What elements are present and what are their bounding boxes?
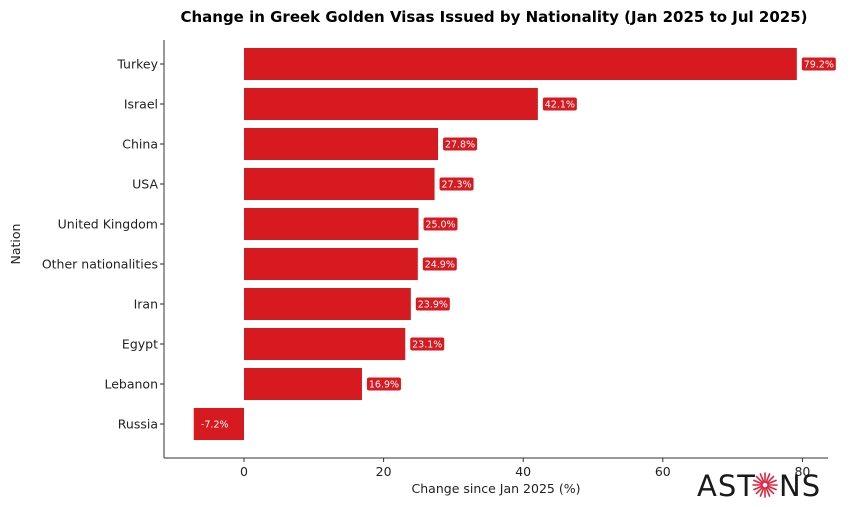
value-label: 42.1% xyxy=(545,100,575,111)
value-label-bg xyxy=(366,377,401,391)
bar-united-kingdom xyxy=(244,208,419,240)
bar-israel xyxy=(244,88,538,120)
y-tick-label: Israel xyxy=(124,97,158,112)
value-label: 16.9% xyxy=(369,380,399,391)
logo-star-ray xyxy=(759,473,765,484)
value-label: 27.3% xyxy=(441,180,471,191)
bar-usa xyxy=(244,168,435,200)
logo-star-ray xyxy=(755,486,764,495)
logo-star-ray xyxy=(766,475,775,484)
value-label: 27.8% xyxy=(445,140,475,151)
value-label-bg xyxy=(801,57,836,71)
value-label: 23.9% xyxy=(418,300,448,311)
value-label-bg xyxy=(542,97,577,111)
y-axis-label: Nation xyxy=(8,224,23,265)
x-tick-label: 60 xyxy=(655,464,671,479)
value-label-bg xyxy=(439,177,474,191)
value-label: 79.2% xyxy=(804,60,834,71)
value-label-bg xyxy=(197,417,232,431)
chart-title: Change in Greek Golden Visas Issued by N… xyxy=(180,8,807,26)
bar-turkey xyxy=(244,48,797,80)
value-label: 25.0% xyxy=(425,220,455,231)
value-label: -7.2% xyxy=(201,420,229,431)
brand-logo: AST NS xyxy=(697,469,821,503)
value-label-bg xyxy=(415,297,450,311)
y-tick-label: Iran xyxy=(134,297,158,312)
logo-star-ray xyxy=(753,485,764,491)
y-tick-label: Russia xyxy=(118,417,158,432)
value-label-bg xyxy=(410,337,445,351)
x-ticks: 0 20 40 60 80 xyxy=(240,458,810,479)
bar-iran xyxy=(244,288,411,320)
logo-text-left: AST xyxy=(697,469,756,503)
x-tick-label: 80 xyxy=(794,464,810,479)
logo-star-ray xyxy=(765,486,771,497)
y-tick-label: Turkey xyxy=(116,57,158,72)
logo-star-ray xyxy=(765,473,771,484)
value-label: 23.1% xyxy=(412,340,442,351)
y-tick-label: Egypt xyxy=(122,337,158,352)
value-label: 24.9% xyxy=(425,260,455,271)
logo-star-ray xyxy=(759,486,765,497)
x-axis-label: Change since Jan 2025 (%) xyxy=(412,481,581,496)
y-tick-label: Other nationalities xyxy=(42,257,158,272)
y-tick-label: USA xyxy=(132,177,158,192)
logo-star-ray xyxy=(766,479,777,485)
bar-lebanon xyxy=(244,368,362,400)
value-label-bg xyxy=(423,217,458,231)
y-tick-label: China xyxy=(122,137,158,152)
value-label-bg xyxy=(422,257,457,271)
y-tick-label: Lebanon xyxy=(104,377,158,392)
y-tick-labels: Turkey Israel China USA United Kingdom Other … xyxy=(42,57,164,432)
bar-other-nationalities xyxy=(244,248,418,280)
logo-star-icon xyxy=(752,472,778,498)
bar-egypt xyxy=(244,328,406,360)
x-tick-label: 20 xyxy=(376,464,392,479)
logo-text-right: NS xyxy=(779,469,821,503)
x-tick-label: 40 xyxy=(515,464,531,479)
bar-china xyxy=(244,128,439,160)
y-tick-label: United Kingdom xyxy=(58,217,158,232)
logo-star-ray xyxy=(766,485,777,491)
value-label-bg xyxy=(443,137,478,151)
bars-group: 79.2% 42.1% 27.8% 27.3% 25.0% 24.9% 23.9% 23.1%… xyxy=(193,48,836,440)
logo-star-ray xyxy=(766,486,775,495)
x-tick-label: 0 xyxy=(240,464,248,479)
logo-star-ray xyxy=(755,475,764,484)
logo-star-ray xyxy=(753,479,764,485)
